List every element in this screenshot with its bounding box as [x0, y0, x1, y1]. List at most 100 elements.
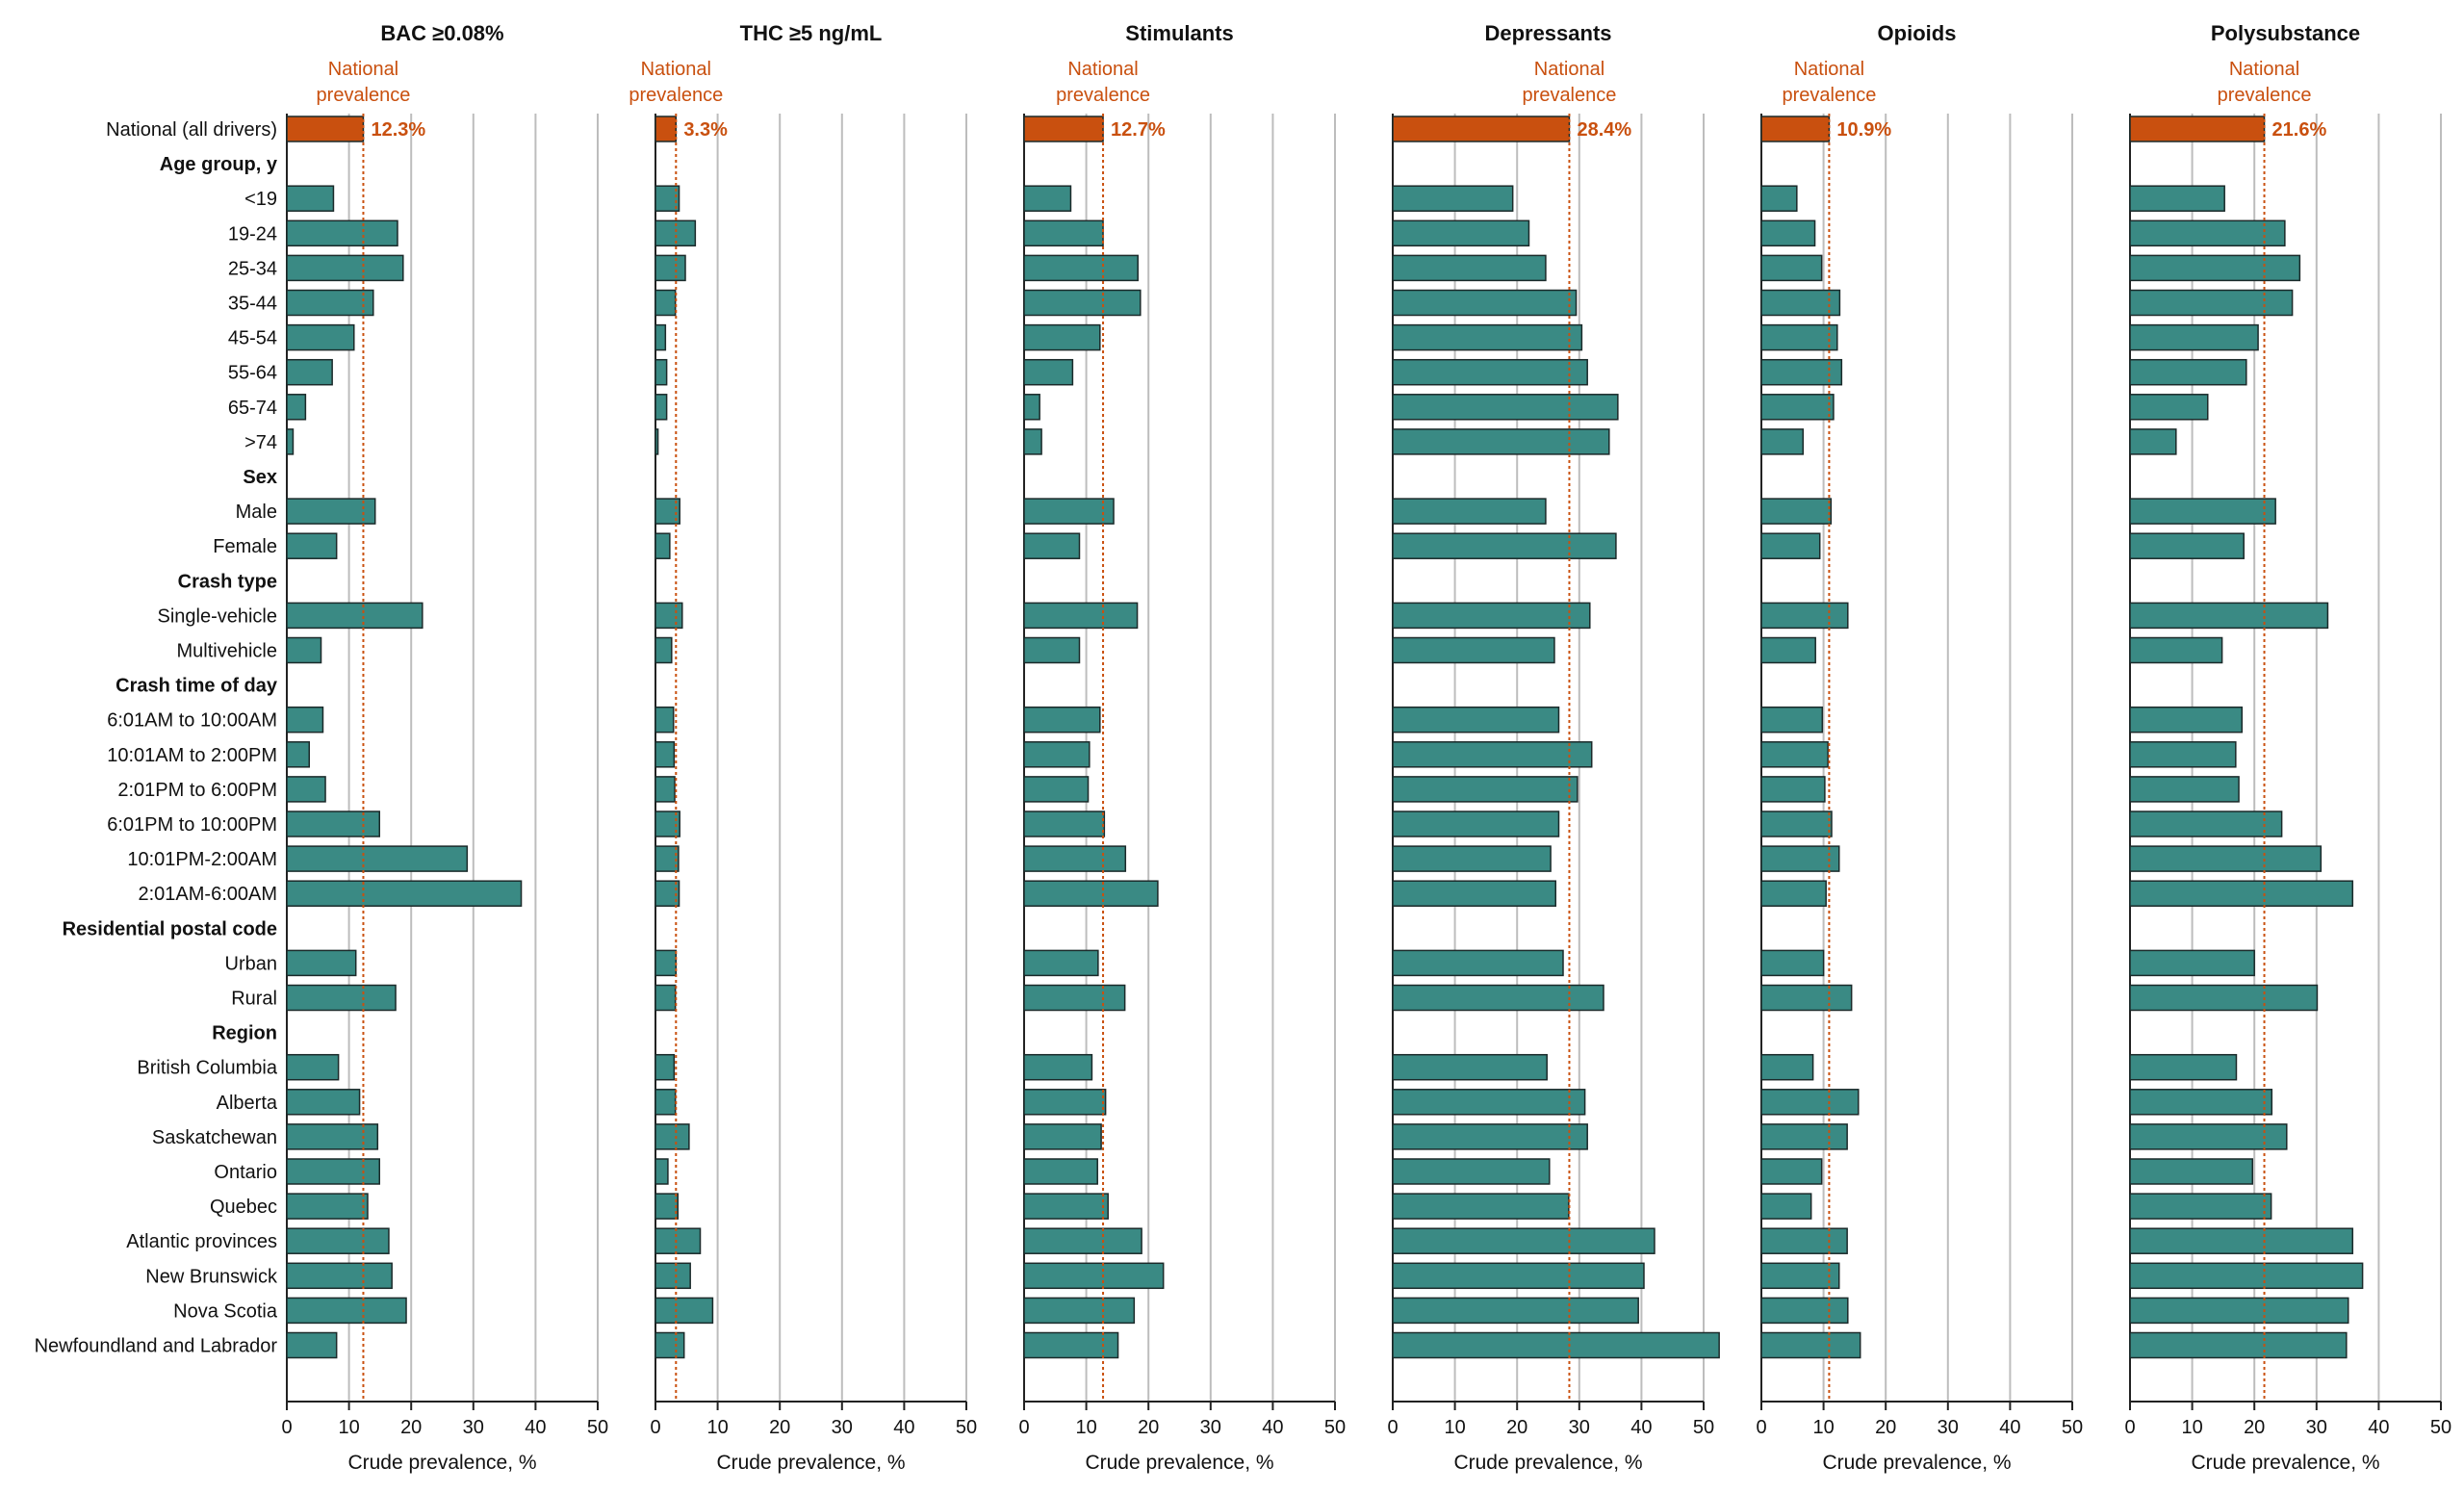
row-label: 10:01PM-2:00AM — [127, 849, 277, 870]
bar — [1392, 984, 1604, 1012]
x-tick-label: 20 — [769, 1417, 790, 1438]
row-label: British Columbia — [137, 1058, 277, 1079]
bar — [286, 1227, 390, 1254]
bar — [1023, 394, 1040, 421]
x-tick-label: 0 — [650, 1417, 660, 1438]
row-label: Multivehicle — [177, 641, 277, 662]
bar — [2129, 428, 2177, 455]
bar — [1023, 1089, 1107, 1116]
bar — [2129, 1158, 2254, 1185]
bar — [1392, 358, 1588, 386]
bar — [1023, 1158, 1098, 1185]
x-tick-label: 10 — [1075, 1417, 1096, 1438]
bar — [2129, 1123, 2288, 1150]
national-prevalence-label: National — [1794, 59, 1864, 80]
row-label: 65-74 — [228, 398, 277, 419]
panel-3: Depressants National prevalence 28.4% 0 10 20 3… — [1387, 21, 1720, 1474]
bar — [1760, 602, 1849, 630]
bar — [1760, 1193, 1812, 1220]
x-tick-label: 0 — [281, 1417, 292, 1438]
bar — [286, 498, 376, 525]
row-label: Urban — [225, 953, 277, 974]
bar — [286, 358, 333, 386]
panel-1: THC ≥5 ng/mL National prevalence 3.3% 0 10 20 3… — [629, 21, 977, 1474]
national-value-label: 12.3% — [371, 119, 425, 141]
bar — [2129, 984, 2319, 1012]
bar — [1760, 394, 1835, 421]
panel-title: Stimulants — [1125, 21, 1233, 45]
bar — [654, 1227, 702, 1254]
bar — [286, 636, 322, 664]
bar — [654, 602, 683, 630]
bar — [1392, 1089, 1586, 1116]
bar — [1023, 984, 1126, 1012]
x-tick-label: 0 — [1018, 1417, 1029, 1438]
x-axis-label: Crude prevalence, % — [347, 1452, 536, 1474]
x-tick-label: 10 — [1444, 1417, 1465, 1438]
national-prevalence-label: National — [1534, 59, 1604, 80]
bar — [1392, 1331, 1720, 1359]
row-label: 45-54 — [228, 328, 277, 349]
x-tick-label: 20 — [1506, 1417, 1527, 1438]
bar — [2129, 358, 2247, 386]
bar — [286, 949, 357, 977]
bar — [2129, 532, 2245, 559]
bar — [1392, 949, 1564, 977]
bar — [1023, 1227, 1142, 1254]
bar — [1392, 428, 1610, 455]
bar — [286, 323, 355, 351]
bar — [654, 1331, 685, 1359]
bar — [1023, 1193, 1109, 1220]
bar — [654, 1193, 680, 1220]
bar — [1023, 1053, 1093, 1081]
x-tick-label: 0 — [1387, 1417, 1398, 1438]
bar — [1392, 1297, 1639, 1325]
x-tick-label: 10 — [1812, 1417, 1834, 1438]
panel-title: Depressants — [1484, 21, 1611, 45]
x-axis-label: Crude prevalence, % — [2191, 1452, 2379, 1474]
row-label: Single-vehicle — [157, 605, 277, 627]
x-tick-label: 50 — [2430, 1417, 2451, 1438]
bar — [654, 984, 677, 1012]
panel-title: Polysubstance — [2211, 21, 2360, 45]
bar — [1760, 706, 1824, 734]
bar — [286, 984, 397, 1012]
group-header-label: Sex — [243, 467, 277, 488]
x-tick-label: 20 — [2244, 1417, 2265, 1438]
national-value-label: 12.7% — [1111, 119, 1166, 141]
bar — [2129, 776, 2240, 803]
group-header-label: Crash type — [178, 571, 277, 592]
group-header-label: Crash time of day — [116, 676, 278, 697]
panel-title: THC ≥5 ng/mL — [740, 21, 883, 45]
bar — [286, 1089, 361, 1116]
bar — [1392, 636, 1555, 664]
bar — [654, 741, 676, 768]
bar — [2129, 636, 2223, 664]
bar — [2129, 1297, 2349, 1325]
row-label: Newfoundland and Labrador — [35, 1336, 278, 1357]
bar — [286, 219, 398, 247]
row-label: Nova Scotia — [173, 1300, 278, 1322]
bar — [1760, 289, 1841, 317]
bar — [1392, 323, 1583, 351]
bar — [1023, 636, 1081, 664]
bar — [1760, 498, 1833, 525]
bar — [1023, 323, 1101, 351]
bar — [1392, 880, 1557, 907]
bar — [1760, 811, 1833, 837]
bar — [286, 289, 374, 317]
bar — [1392, 845, 1552, 872]
bar — [2129, 741, 2237, 768]
bar — [2129, 323, 2259, 351]
bar — [2129, 219, 2286, 247]
row-label: Quebec — [210, 1197, 277, 1218]
bar — [2129, 949, 2255, 977]
bar — [286, 811, 381, 837]
bar — [1392, 741, 1593, 768]
x-tick-label: 30 — [1200, 1417, 1221, 1438]
row-label: 19-24 — [228, 223, 277, 245]
bar — [2129, 185, 2225, 212]
national-prevalence-label: National — [328, 59, 398, 80]
bar — [1392, 394, 1619, 421]
group-header-label: Residential postal code — [63, 918, 277, 940]
